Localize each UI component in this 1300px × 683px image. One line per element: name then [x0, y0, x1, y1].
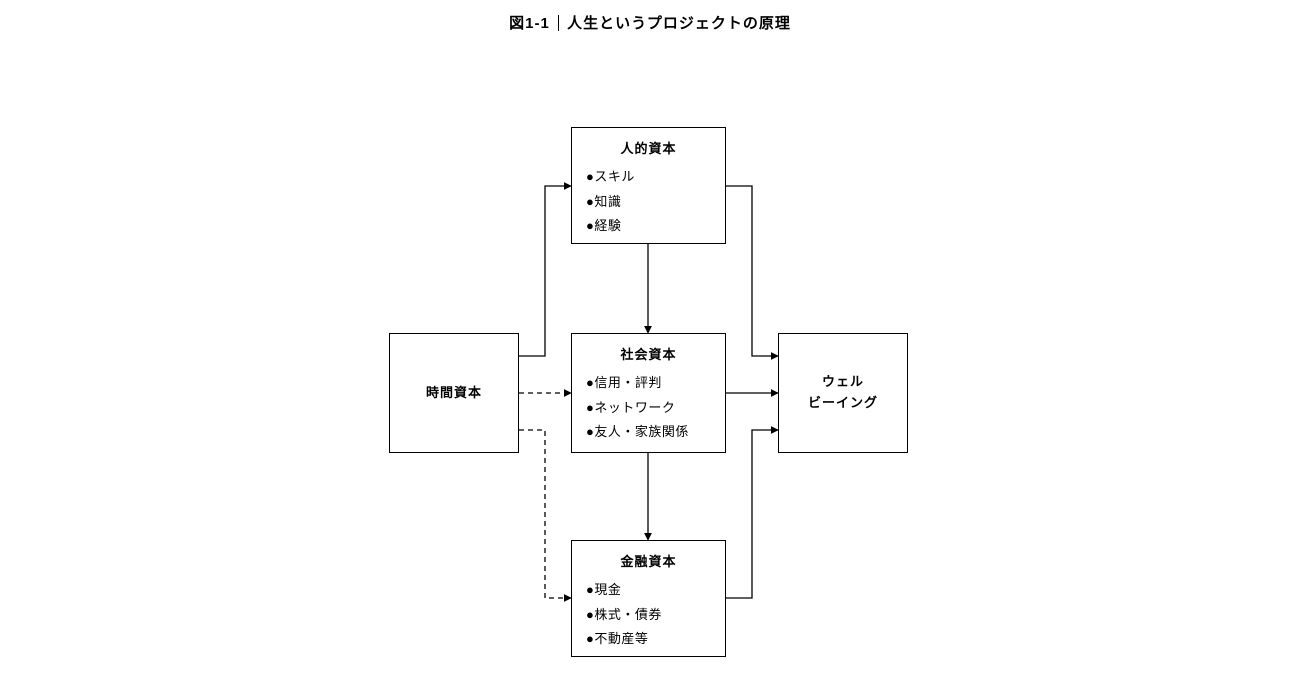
node-social-item-1: ●ネットワーク: [586, 396, 711, 421]
node-financial-item-2: ●不動産等: [586, 627, 711, 652]
node-time-label: 時間資本: [426, 383, 482, 404]
node-human-item-2: ●経験: [586, 214, 711, 239]
node-time: 時間資本: [389, 333, 519, 453]
diagram-canvas: 時間資本 人的資本 ●スキル●知識●経験社会資本 ●信用・評判●ネットワーク●友人・家…: [0, 0, 1300, 683]
node-human-title: 人的資本: [586, 138, 711, 157]
node-human-item-1: ●知識: [586, 190, 711, 215]
edge-time-to-financial: [519, 430, 571, 598]
node-social-item-2: ●友人・家族関係: [586, 420, 711, 445]
edge-human-to-wellbeing: [726, 186, 778, 356]
node-wellbeing-label: ウェル ビーイング: [808, 372, 878, 414]
node-financial-item-0: ●現金: [586, 578, 711, 603]
node-social-title: 社会資本: [586, 344, 711, 363]
node-financial-item-1: ●株式・債券: [586, 603, 711, 628]
node-social-item-0: ●信用・評判: [586, 371, 711, 396]
edge-time-to-human: [519, 186, 571, 356]
node-financial: 金融資本 ●現金●株式・債券●不動産等: [571, 540, 726, 657]
node-financial-title: 金融資本: [586, 551, 711, 570]
node-social: 社会資本 ●信用・評判●ネットワーク●友人・家族関係: [571, 333, 726, 453]
node-wellbeing: ウェル ビーイング: [778, 333, 908, 453]
node-human: 人的資本 ●スキル●知識●経験: [571, 127, 726, 244]
node-human-item-0: ●スキル: [586, 165, 711, 190]
edge-financial-to-wellbeing: [726, 430, 778, 598]
